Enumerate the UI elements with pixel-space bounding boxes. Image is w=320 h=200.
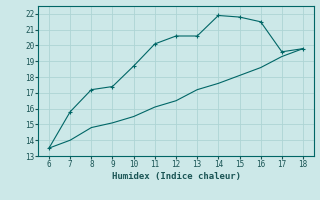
X-axis label: Humidex (Indice chaleur): Humidex (Indice chaleur): [111, 172, 241, 181]
